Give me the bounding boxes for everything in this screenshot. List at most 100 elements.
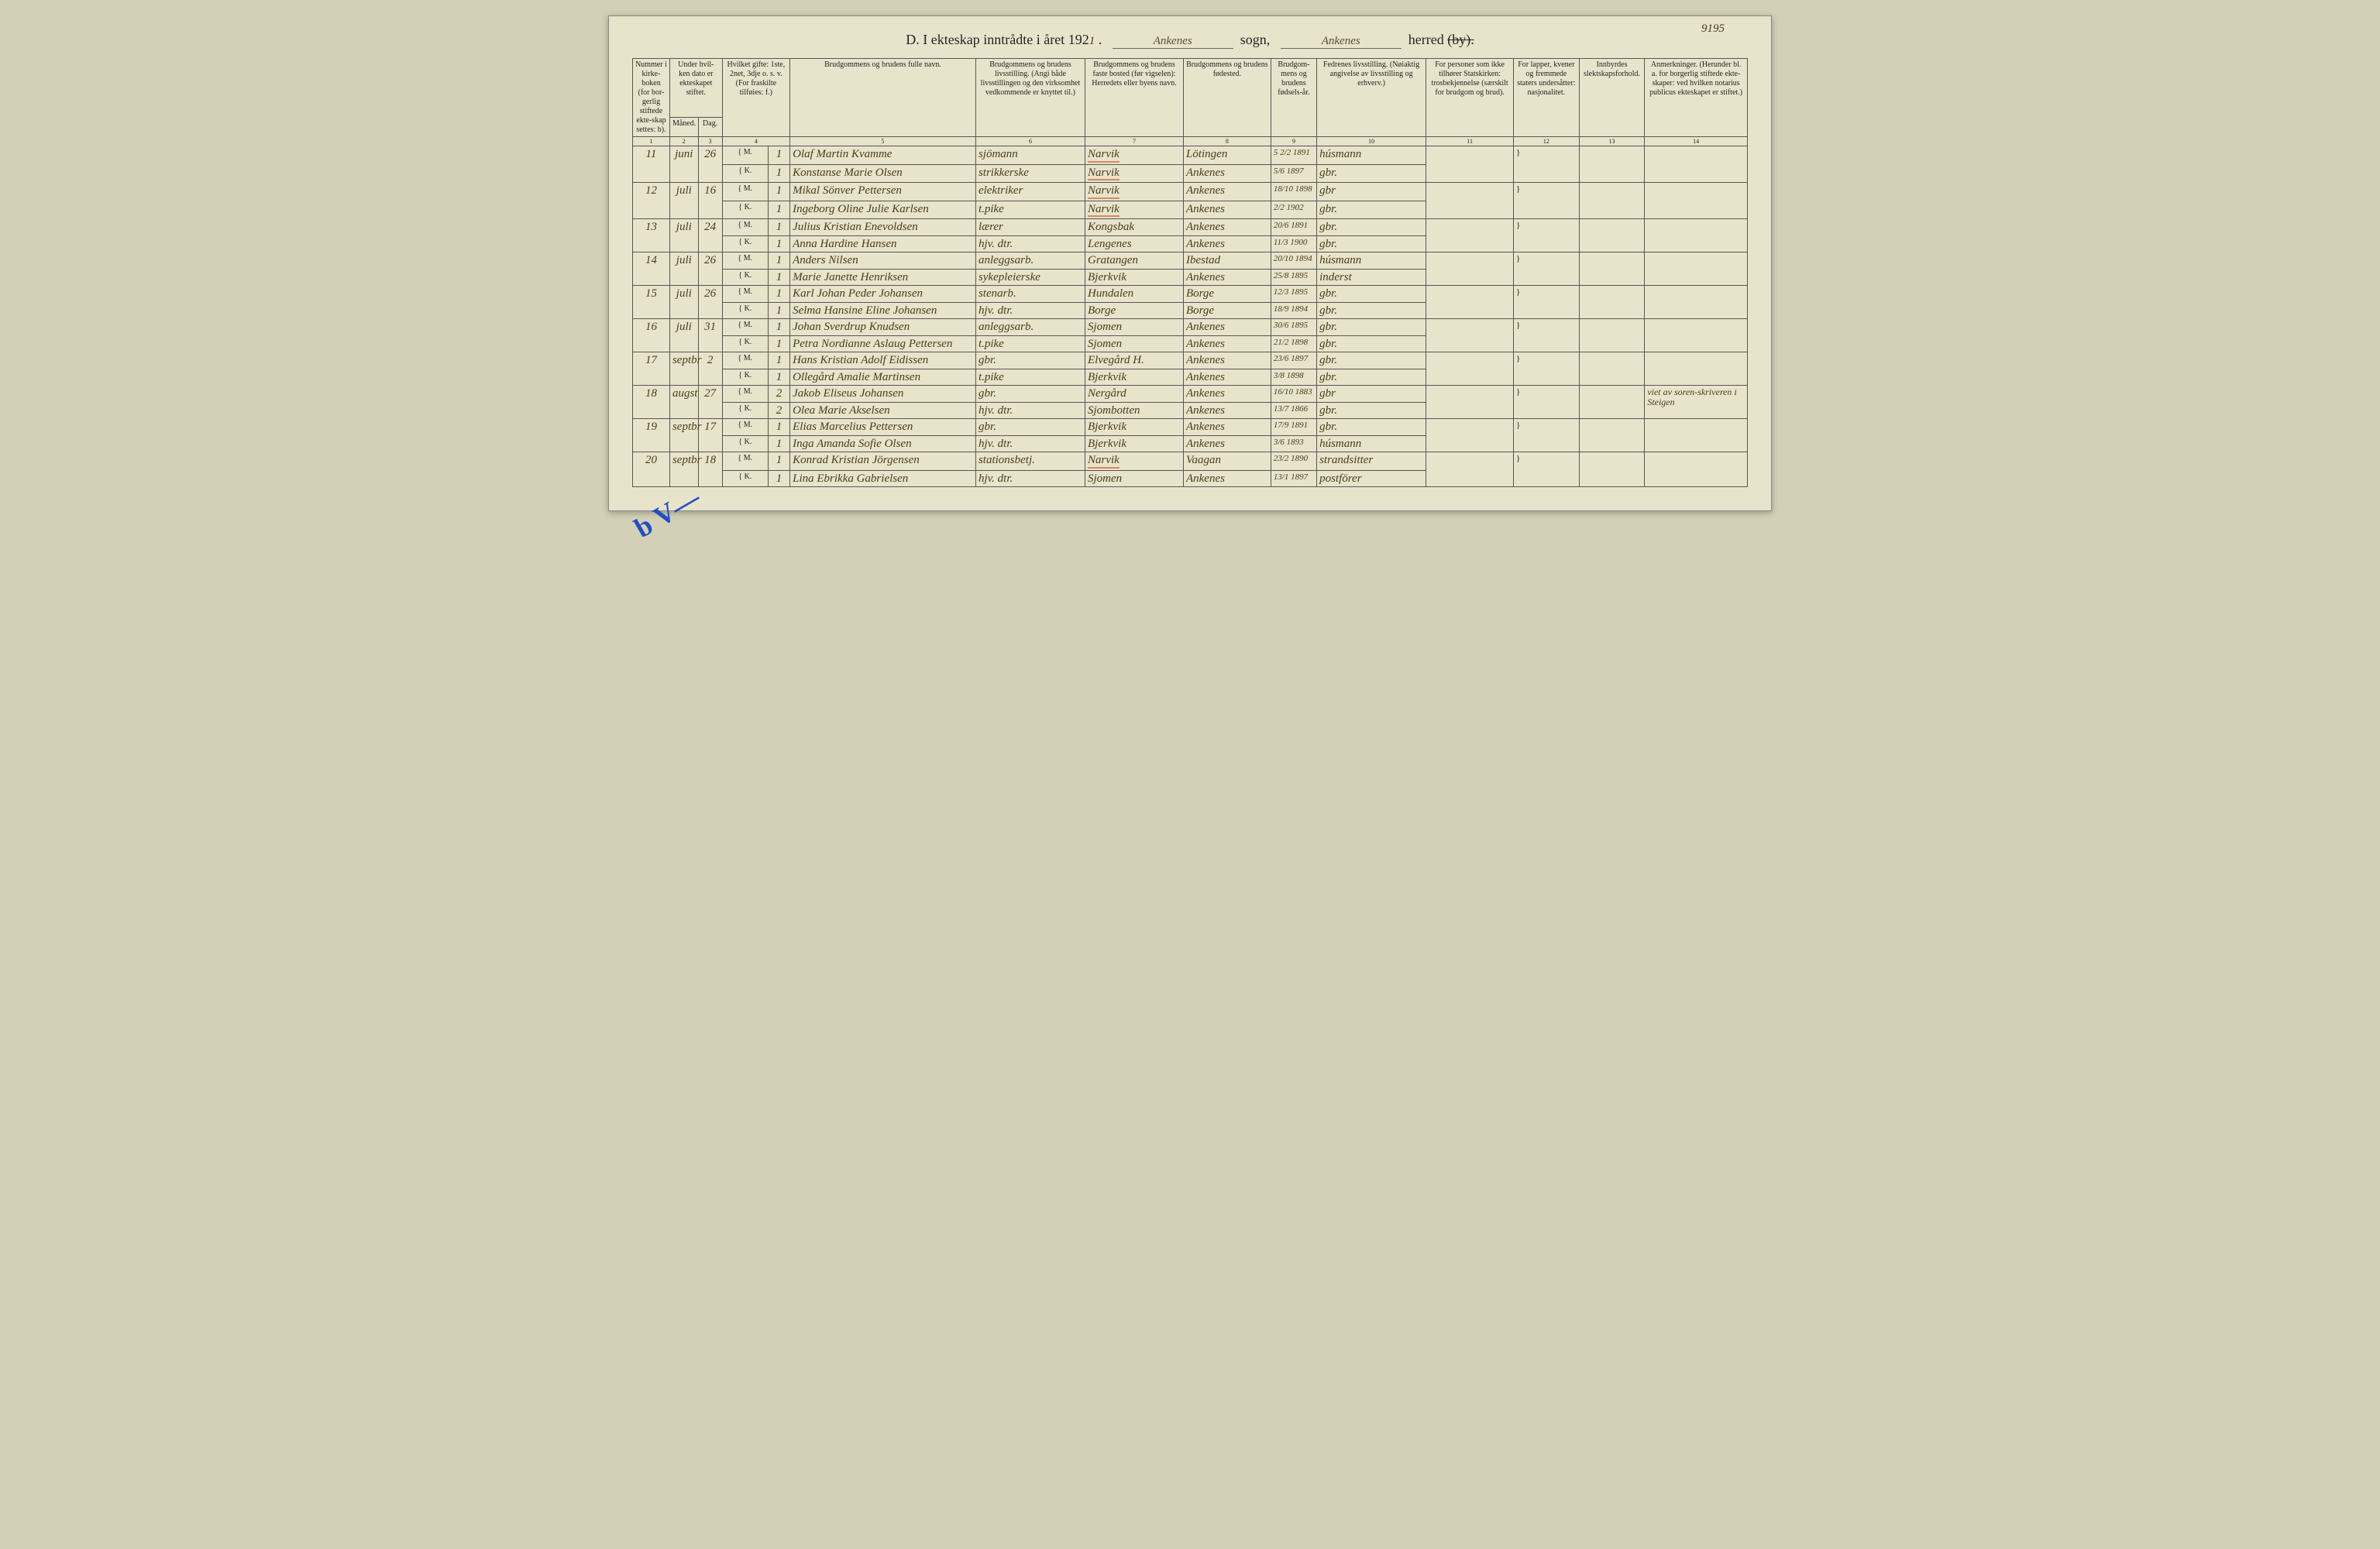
groom-occupation: sjömann: [975, 146, 1085, 165]
groom-birthplace: Ankenes: [1183, 419, 1271, 436]
col13: [1579, 183, 1645, 219]
groom-name: Julius Kristian Enevoldsen: [790, 219, 976, 236]
groom-father: gbr: [1317, 183, 1426, 201]
bride-occupation: strikkerske: [975, 164, 1085, 183]
bride-residence: Borge: [1085, 302, 1184, 319]
bride-name: Inga Amanda Sofie Olsen: [790, 435, 976, 452]
col-header: Innbyrdes slektskapsforhold.: [1579, 58, 1645, 136]
groom-birthplace: Vaagan: [1183, 452, 1271, 471]
groom-name: Anders Nilsen: [790, 252, 976, 270]
bride-occupation: sykepleierske: [975, 269, 1085, 286]
entry-day: 18: [698, 452, 722, 487]
bride-father: gbr.: [1317, 402, 1426, 419]
bride-birthplace: Ankenes: [1183, 402, 1271, 419]
groom-father: strandsitter: [1317, 452, 1426, 471]
remarks: [1645, 352, 1748, 386]
groom-father: gbr.: [1317, 286, 1426, 303]
entry-number: 14: [633, 252, 670, 286]
groom-birthplace: Ankenes: [1183, 386, 1271, 403]
bride-residence: Sjomen: [1085, 335, 1184, 352]
gifte: 2: [768, 386, 789, 403]
entry-day: 31: [698, 319, 722, 352]
entry-month: juli: [669, 286, 698, 319]
entry-row-groom: 16juli31{ M.1Johan Sverdrup Knudsenanleg…: [633, 319, 1748, 336]
col-header: Under hvil-ken dato er ekteskapet stifte…: [669, 58, 722, 117]
gifte: 1: [768, 201, 789, 219]
gifte: 1: [768, 219, 789, 236]
mk-label: { M.: [722, 452, 768, 471]
bride-father: gbr.: [1317, 164, 1426, 183]
entry-month: septbr: [669, 352, 698, 386]
bride-birthplace: Ankenes: [1183, 164, 1271, 183]
remarks: [1645, 286, 1748, 319]
groom-birthplace: Lötingen: [1183, 146, 1271, 165]
gifte: 1: [768, 183, 789, 201]
bride-residence: Bjerkvik: [1085, 269, 1184, 286]
bride-name: Lina Ebrikka Gabrielsen: [790, 470, 976, 487]
col13: [1579, 419, 1645, 452]
groom-name: Hans Kristian Adolf Eidissen: [790, 352, 976, 369]
bride-father: húsmann: [1317, 435, 1426, 452]
gifte: 1: [768, 252, 789, 270]
groom-residence: Narvik: [1085, 183, 1184, 201]
gifte: 2: [768, 402, 789, 419]
col11: [1426, 352, 1514, 386]
groom-birthyear: 18/10 1898: [1271, 183, 1316, 201]
bride-name: Anna Hardine Hansen: [790, 235, 976, 252]
groom-birthplace: Ankenes: [1183, 183, 1271, 201]
entry-month: septbr: [669, 452, 698, 487]
entry-row-groom: 19septbr17{ M.1Elias Marcelius Pettersen…: [633, 419, 1748, 436]
groom-occupation: lærer: [975, 219, 1085, 236]
entry-number: 17: [633, 352, 670, 386]
bride-residence: Bjerkvik: [1085, 369, 1184, 386]
groom-name: Jakob Eliseus Johansen: [790, 386, 976, 403]
groom-birthplace: Ankenes: [1183, 352, 1271, 369]
col-num: 6: [975, 136, 1085, 146]
groom-occupation: elektriker: [975, 183, 1085, 201]
sogn-fill: Ankenes: [1113, 35, 1233, 49]
mk-label: { M.: [722, 352, 768, 369]
mk-label: { M.: [722, 286, 768, 303]
col-header: Brudgom-mens og brudens fødsels-år.: [1271, 58, 1316, 136]
entry-day: 16: [698, 183, 722, 219]
col-num: 2: [669, 136, 698, 146]
col-num: 12: [1514, 136, 1580, 146]
bride-birthyear: 2/2 1902: [1271, 201, 1316, 219]
table-header: Nummer i kirke-boken (for bor-gerlig sti…: [633, 58, 1748, 146]
groom-residence: Kongsbak: [1085, 219, 1184, 236]
col12: }: [1514, 352, 1580, 386]
groom-name: Johan Sverdrup Knudsen: [790, 319, 976, 336]
mk-label: { K.: [722, 335, 768, 352]
col13: [1579, 219, 1645, 252]
groom-residence: Elvegård H.: [1085, 352, 1184, 369]
groom-residence: Hundalen: [1085, 286, 1184, 303]
gifte: 1: [768, 164, 789, 183]
gifte: 1: [768, 435, 789, 452]
entry-number: 19: [633, 419, 670, 452]
bride-name: Ingeborg Oline Julie Karlsen: [790, 201, 976, 219]
col-num: 1: [633, 136, 670, 146]
mk-label: { K.: [722, 269, 768, 286]
bride-birthyear: 13/7 1866: [1271, 402, 1316, 419]
col11: [1426, 183, 1514, 219]
col-header: Brudgommens og brudens livsstilling. (An…: [975, 58, 1085, 136]
gifte: 1: [768, 452, 789, 471]
bride-birthplace: Ankenes: [1183, 235, 1271, 252]
groom-residence: Gratangen: [1085, 252, 1184, 270]
groom-birthyear: 12/3 1895: [1271, 286, 1316, 303]
blue-pencil-mark: b V—: [629, 481, 706, 544]
gifte: 1: [768, 286, 789, 303]
groom-residence: Narvik: [1085, 146, 1184, 165]
groom-name: Karl Johan Peder Johansen: [790, 286, 976, 303]
entry-month: juli: [669, 183, 698, 219]
bride-name: Konstanse Marie Olsen: [790, 164, 976, 183]
col-num: 11: [1426, 136, 1514, 146]
groom-father: húsmann: [1317, 252, 1426, 270]
register-page: 9195 D. I ekteskap inntrådte i året 1921…: [608, 15, 1772, 511]
col-subheader: Dag.: [698, 117, 722, 136]
mk-label: { M.: [722, 183, 768, 201]
groom-residence: Narvik: [1085, 452, 1184, 471]
groom-occupation: stationsbetj.: [975, 452, 1085, 471]
col-header: Brudgommens og brudens fulle navn.: [790, 58, 976, 136]
bride-birthyear: 11/3 1900: [1271, 235, 1316, 252]
